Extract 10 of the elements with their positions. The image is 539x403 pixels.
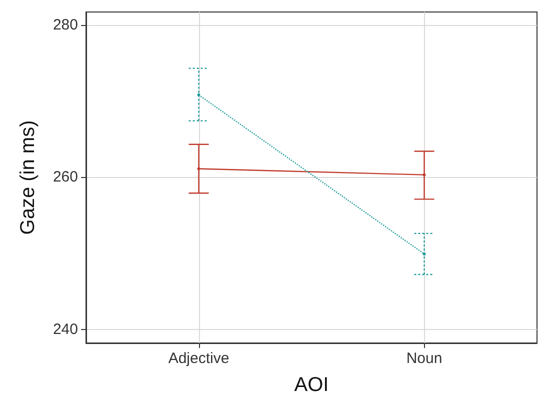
x-axis-title: AOI <box>294 374 329 396</box>
point <box>422 252 426 256</box>
point <box>197 93 200 96</box>
y-tick-label: 240 <box>52 320 78 338</box>
y-tick-label: 280 <box>52 16 78 34</box>
y-tick-label: 260 <box>52 168 78 186</box>
point <box>197 167 200 170</box>
x-tick-label: Adjective <box>168 350 230 367</box>
x-tick-label: Noun <box>406 350 442 367</box>
y-axis-title: Gaze (in ms) <box>17 120 39 235</box>
